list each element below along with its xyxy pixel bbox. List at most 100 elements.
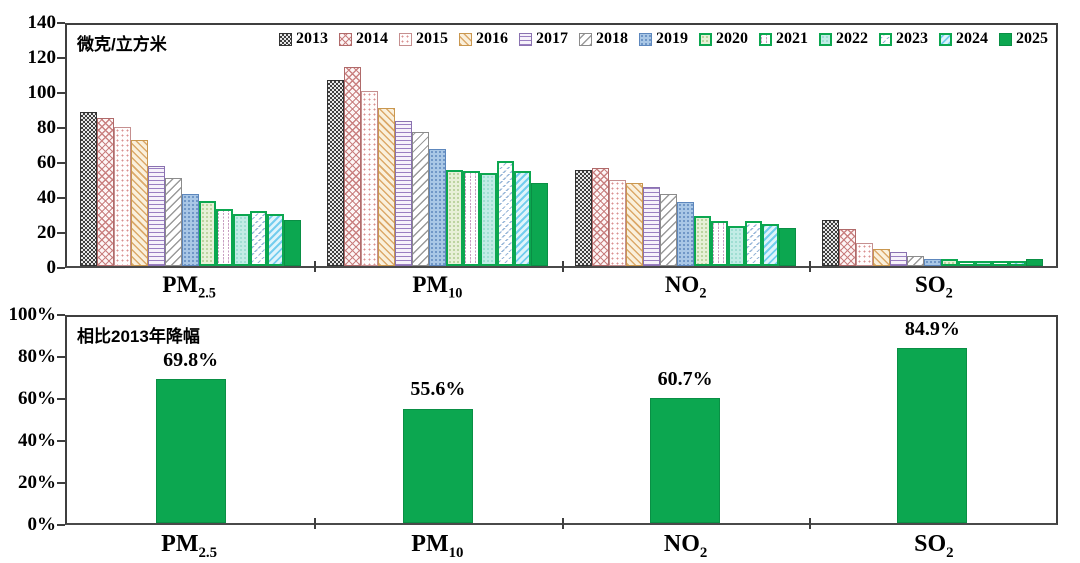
- legend-swatch-2014: [339, 32, 352, 46]
- y-tick-mark: [57, 127, 65, 129]
- legend-swatch-2025: [999, 32, 1012, 46]
- legend-item-2013: 2013: [279, 30, 328, 48]
- bar-2014: [838, 228, 856, 266]
- category-label: PM10: [411, 531, 464, 561]
- legend-swatch-2020: [699, 32, 712, 46]
- y-tick-label: 40%: [18, 430, 56, 451]
- bar-group-NO2: [562, 168, 809, 266]
- x-boundary-tick: [808, 261, 811, 272]
- y-tick-mark: [57, 92, 65, 94]
- bar-2025: [284, 219, 302, 266]
- bar-2015: [361, 91, 379, 266]
- y-tick-mark: [57, 232, 65, 234]
- y-tick-mark: [57, 22, 65, 24]
- bar-2021: [710, 221, 728, 266]
- decline-plot-area: 相比2013年降幅 69.8% 55.6% 60.7% 84.9%: [65, 315, 1058, 529]
- decline-bar-PM10: [402, 408, 473, 523]
- legend-item-2016: 2016: [459, 30, 508, 48]
- bar-2018: [906, 255, 924, 266]
- bar-2024: [761, 223, 779, 266]
- y-tick-label: 100: [27, 82, 57, 103]
- bar-2018: [412, 131, 430, 266]
- legend-label-2016: 2016: [476, 30, 508, 47]
- legend-swatch-2023: [879, 32, 892, 46]
- legend-item-2024: 2024: [939, 30, 988, 48]
- legend-label-2019: 2019: [656, 30, 688, 47]
- bar-2022: [480, 173, 498, 266]
- decline-value-label: 55.6%: [410, 378, 466, 401]
- bar-2015: [608, 179, 626, 266]
- legend-item-2015: 2015: [399, 30, 448, 48]
- bar-2022: [233, 214, 251, 266]
- bar-2022: [727, 226, 745, 266]
- bar-2024: [267, 213, 285, 266]
- bar-2016: [625, 183, 643, 266]
- x-boundary-tick: [314, 518, 317, 529]
- y-tick-mark: [57, 162, 65, 164]
- bar-2013: [574, 169, 592, 266]
- bar-2021: [957, 260, 975, 266]
- legend-swatch-2024: [939, 32, 952, 46]
- bar-2015: [114, 127, 132, 266]
- legend-item-2022: 2022: [819, 30, 868, 48]
- bar-2017: [148, 166, 166, 266]
- bar-group-PM10: [314, 66, 561, 266]
- x-boundary-tick: [808, 518, 811, 529]
- legend-label-2014: 2014: [356, 30, 388, 47]
- y-tick-label: 20: [37, 222, 56, 243]
- decline-title: 相比2013年降幅: [77, 327, 200, 346]
- category-label: NO2: [664, 272, 707, 302]
- bar-2017: [642, 186, 660, 266]
- bar-2014: [97, 118, 115, 266]
- y-tick-label: 80: [37, 117, 56, 138]
- legend-label-2023: 2023: [896, 30, 928, 47]
- y-tick-mark: [57, 197, 65, 199]
- concentration-plot-area: 微克/立方米 2013 2014 2015 2016 2017 2018 2019 2020 2…: [65, 23, 1058, 272]
- y-tick-label: 60: [37, 152, 56, 173]
- legend-swatch-2013: [279, 32, 292, 46]
- x-boundary-tick: [314, 261, 317, 272]
- y-tick-label: 60%: [18, 388, 56, 409]
- legend-swatch-2018: [579, 32, 592, 46]
- bar-2015: [855, 242, 873, 266]
- legend-label-2021: 2021: [776, 30, 808, 47]
- legend-item-2025: 2025: [999, 30, 1048, 48]
- legend-label-2020: 2020: [716, 30, 748, 47]
- decline-value-label: 69.8%: [163, 349, 219, 372]
- bar-2013: [327, 79, 345, 266]
- y-tick-mark: [57, 482, 65, 484]
- legend-label-2017: 2017: [536, 30, 568, 47]
- bar-2016: [131, 140, 149, 266]
- bar-2013: [80, 111, 98, 266]
- category-label: PM2.5: [161, 531, 218, 561]
- bar-2020: [940, 259, 958, 266]
- bar-2020: [693, 216, 711, 266]
- bar-2025: [531, 183, 549, 266]
- legend-item-2018: 2018: [579, 30, 628, 48]
- bar-2023: [497, 161, 515, 266]
- category-label: SO2: [914, 531, 954, 561]
- bar-2023: [991, 260, 1009, 266]
- legend-swatch-2015: [399, 32, 412, 46]
- bar-2016: [378, 107, 396, 266]
- bar-2024: [1008, 260, 1026, 266]
- category-label: SO2: [914, 272, 953, 302]
- bar-2023: [250, 210, 268, 266]
- legend-swatch-2019: [639, 32, 652, 46]
- y-tick-label: 40: [37, 187, 56, 208]
- top-bar-groups: [67, 25, 1056, 266]
- bar-2022: [974, 260, 992, 266]
- y-tick-label: 20%: [18, 472, 56, 493]
- legend-swatch-2022: [819, 32, 832, 46]
- bar-2024: [514, 171, 532, 266]
- y-tick-mark: [57, 398, 65, 400]
- bar-2017: [395, 121, 413, 266]
- category-label: PM10: [412, 272, 463, 302]
- y-tick-mark: [57, 524, 65, 526]
- bar-2018: [659, 193, 677, 266]
- y-tick-label: 80%: [18, 346, 56, 367]
- legend-label-2015: 2015: [416, 30, 448, 47]
- bar-2018: [165, 178, 183, 266]
